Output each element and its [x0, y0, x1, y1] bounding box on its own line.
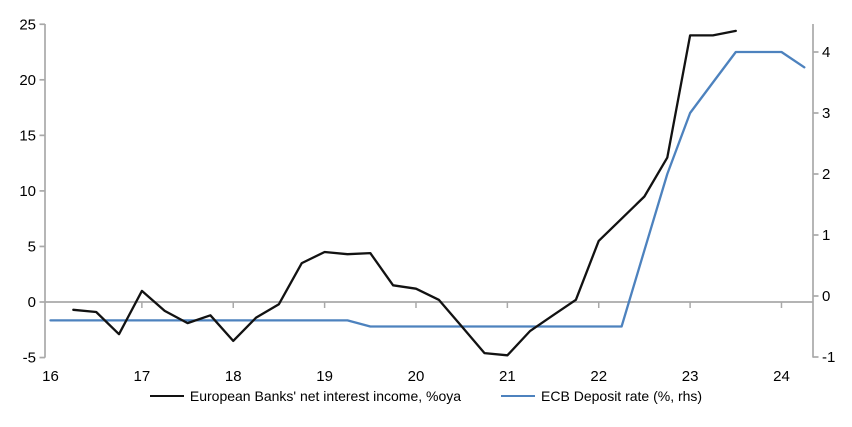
x-axis-tick-label: 16	[42, 368, 59, 385]
left-axis-tick-label: 15	[19, 127, 36, 144]
right-axis-tick-label: 0	[822, 288, 830, 305]
left-axis-tick-label: 25	[19, 16, 36, 33]
x-axis-tick-label: 22	[590, 368, 607, 385]
legend-item-nii: European Banks' net interest income, %oy…	[149, 388, 462, 404]
chart-legend: European Banks' net interest income, %oy…	[0, 388, 852, 404]
nii-line	[72, 29, 737, 357]
x-axis-tick-label: 20	[408, 368, 425, 385]
right-axis-tick-label: 2	[822, 166, 830, 183]
left-axis-tick-label: 0	[28, 294, 36, 311]
left-axis-tick-label: 5	[28, 238, 36, 255]
left-axis-tick-label: 10	[19, 183, 36, 200]
legend-item-deposit-rate: ECB Deposit rate (%, rhs)	[501, 388, 702, 404]
right-axis-tick-label: 4	[822, 44, 830, 61]
right-axis-tick-label: -1	[822, 349, 835, 366]
left-axis-tick-label: -5	[23, 350, 36, 367]
legend-label-nii: European Banks' net interest income, %oy…	[189, 388, 462, 404]
nii-line-swatch	[149, 394, 184, 398]
left-axis-tick-label: 20	[19, 72, 36, 89]
right-axis-tick-label: 3	[822, 105, 830, 122]
deposit-rate-line-swatch	[501, 394, 536, 398]
x-axis-tick-label: 17	[134, 368, 151, 385]
x-axis-tick-label: 23	[682, 368, 699, 385]
deposit-rate-line	[49, 50, 806, 328]
x-axis-tick-label: 24	[773, 368, 790, 385]
x-axis-tick-label: 21	[499, 368, 516, 385]
x-axis-tick-label: 18	[225, 368, 242, 385]
legend-label-deposit-rate: ECB Deposit rate (%, rhs)	[541, 388, 703, 404]
right-axis-tick-label: 1	[822, 227, 830, 244]
x-axis-tick-label: 19	[316, 368, 333, 385]
